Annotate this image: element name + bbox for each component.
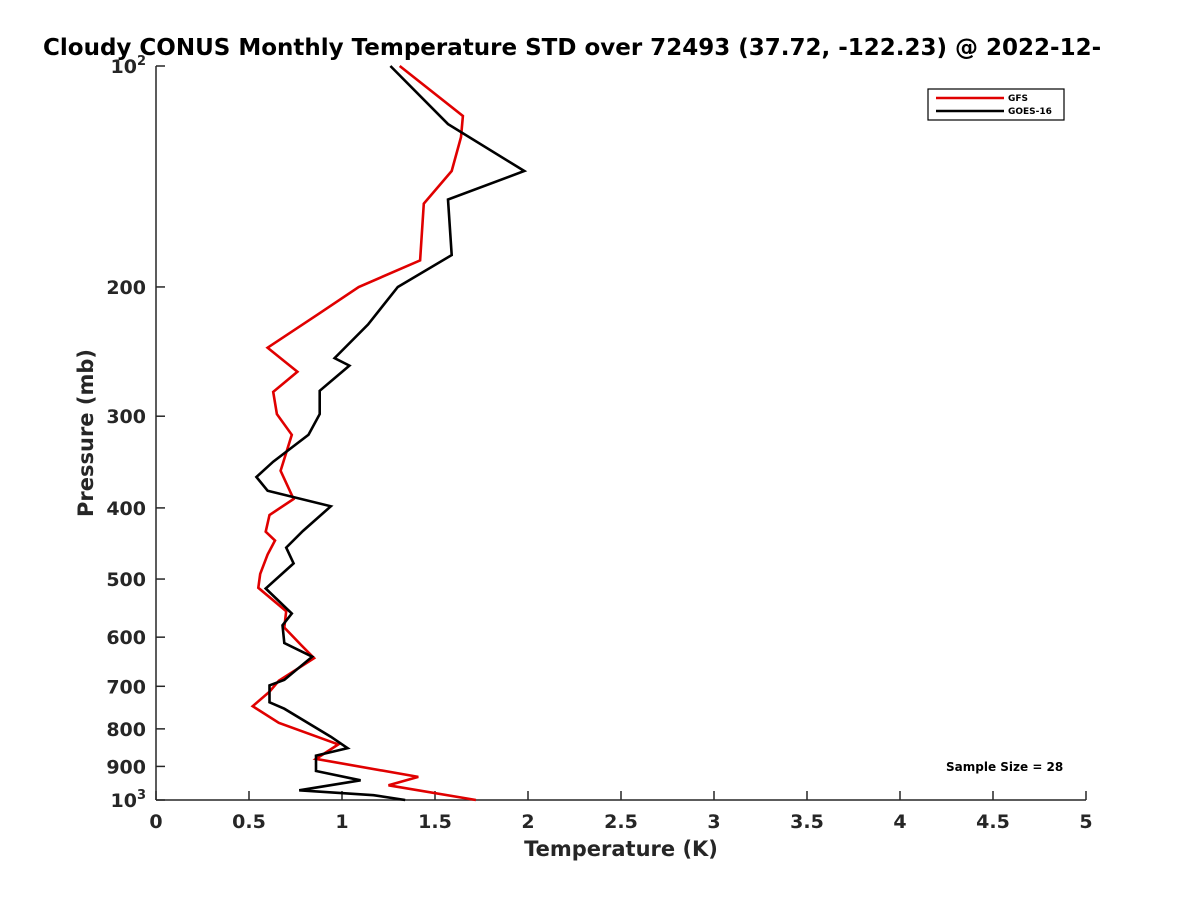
x-tick-label: 4.5 [976, 811, 1010, 833]
x-axis-label: Temperature (K) [524, 837, 718, 861]
x-tick-label: 2.5 [604, 811, 638, 833]
legend: GFS GOES-16 [927, 88, 1065, 121]
y-axis-label: Pressure (mb) [74, 349, 98, 517]
y-tick-label: 300 [106, 406, 146, 428]
y-tick-label: 103 [111, 788, 147, 812]
series-line-goes16 [254, 65, 528, 802]
x-tick-label: 2 [521, 811, 534, 833]
series-lines [250, 64, 528, 802]
x-tick-label: 0 [149, 811, 162, 833]
y-tick-label: 400 [106, 498, 146, 520]
y-tick-label: 102 [111, 54, 147, 78]
legend-label-gfs: GFS [1008, 94, 1028, 104]
legend-label-goes16: GOES-16 [1008, 107, 1052, 117]
x-axis-ticks: 0 0.5 1 1.5 2 2.5 3 3.5 4 4.5 5 [149, 791, 1093, 833]
y-tick-label: 200 [106, 277, 146, 299]
x-tick-label: 5 [1079, 811, 1092, 833]
x-tick-label: 0.5 [232, 811, 266, 833]
y-tick-label: 700 [106, 676, 146, 698]
series-line-gfs [250, 64, 477, 802]
x-tick-label: 3.5 [790, 811, 824, 833]
legend-box [927, 88, 1065, 121]
y-tick-label: 600 [106, 627, 146, 649]
x-tick-label: 4 [893, 811, 906, 833]
x-tick-label: 1.5 [418, 811, 452, 833]
x-tick-label: 1 [335, 811, 348, 833]
y-tick-label: 800 [106, 719, 146, 741]
y-tick-label: 500 [106, 569, 146, 591]
sample-size-annotation: Sample Size = 28 [946, 760, 1063, 774]
y-axis-ticks: 102 200 300 400 500 600 700 800 900 103 [106, 54, 165, 812]
chart-title: Cloudy CONUS Monthly Temperature STD ove… [43, 35, 1101, 61]
y-tick-label: 900 [106, 756, 146, 778]
x-tick-label: 3 [707, 811, 720, 833]
